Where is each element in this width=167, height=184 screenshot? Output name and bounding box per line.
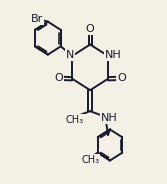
Text: NH: NH — [105, 50, 122, 60]
Text: CH₃: CH₃ — [81, 155, 99, 165]
Text: NH: NH — [101, 113, 118, 123]
Text: CH₃: CH₃ — [65, 115, 84, 125]
Text: O: O — [86, 24, 95, 34]
Text: O: O — [118, 73, 126, 83]
Text: Br: Br — [31, 14, 43, 24]
Text: N: N — [66, 50, 74, 60]
Text: O: O — [54, 73, 63, 83]
